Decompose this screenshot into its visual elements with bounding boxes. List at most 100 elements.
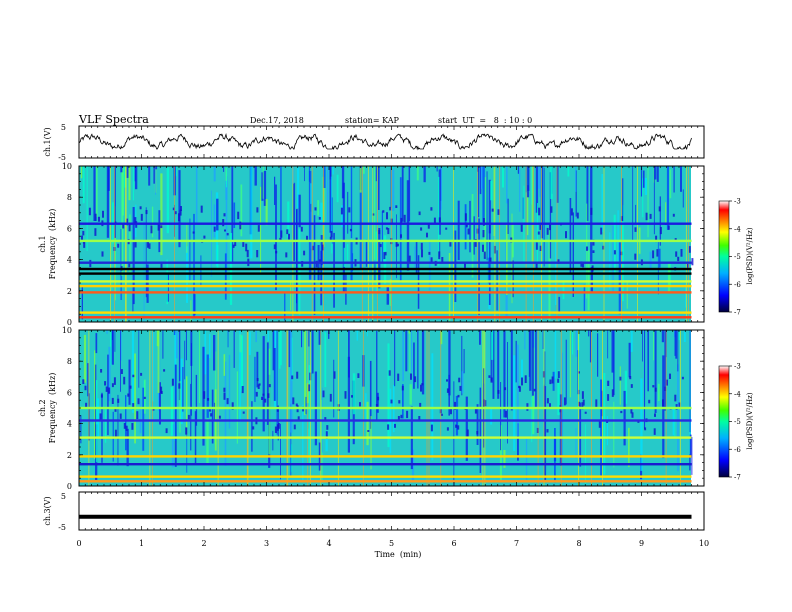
spectrogram-streak xyxy=(682,189,684,208)
y-tick-label: 4 xyxy=(67,256,72,265)
spectrogram-streak xyxy=(139,399,142,434)
spectrogram-speckle xyxy=(459,385,462,391)
spectrogram-speckle xyxy=(348,207,351,213)
spectrogram-streak xyxy=(413,342,415,389)
spectrogram-speckle xyxy=(100,394,103,398)
spectrogram-speckle xyxy=(658,206,661,212)
spectrogram-streak xyxy=(317,200,319,216)
y-tick-label: 8 xyxy=(67,193,72,202)
spectrogram-streak xyxy=(493,167,495,236)
spectrogram-band xyxy=(79,419,692,422)
spectrogram-speckle xyxy=(311,245,314,251)
spectrogram-streak xyxy=(81,287,83,320)
spectrogram-speckle xyxy=(104,381,107,386)
y-tick-label: 2 xyxy=(67,451,72,460)
spectrogram-speckle xyxy=(563,397,566,406)
spectrogram-streak xyxy=(455,395,459,436)
spectrogram-streak xyxy=(572,330,574,355)
ch2-colorbar: -3 -4 -5 -6 -7 log(PSD)(V²/Hz) xyxy=(718,363,754,482)
spectrogram-speckle xyxy=(414,376,417,383)
spectrogram-speckle xyxy=(595,399,598,408)
spectrogram-streak xyxy=(290,444,293,472)
spectrogram-streak xyxy=(618,242,621,315)
spectrogram-speckle xyxy=(179,209,182,216)
spectrogram-speckle xyxy=(257,384,260,389)
spectrogram-streak xyxy=(376,392,379,413)
spectrogram-speckle xyxy=(630,384,633,388)
spectrogram-speckle xyxy=(330,231,333,238)
spectrogram-streak xyxy=(478,218,480,315)
spectrogram-streak xyxy=(500,382,502,451)
spectrogram-streak xyxy=(621,205,624,302)
spectrogram-streak xyxy=(601,174,604,233)
spectrogram-band xyxy=(79,406,692,410)
spectrogram-streak xyxy=(440,166,442,210)
spectrogram-speckle xyxy=(483,399,485,407)
y-tick-label: 10 xyxy=(62,162,72,171)
spectrogram-speckle xyxy=(385,227,388,230)
spectrogram-speckle xyxy=(466,429,469,437)
spectrogram-speckle xyxy=(578,401,581,407)
spectrogram-streak xyxy=(223,166,225,172)
spectrogram-speckle xyxy=(649,213,652,219)
spectrogram-streak xyxy=(272,430,274,451)
spectrogram-streak xyxy=(392,166,394,170)
spectrogram-streak xyxy=(225,180,228,200)
y-tick-label: 4 xyxy=(67,420,72,429)
spectrogram-streak xyxy=(677,364,679,472)
spectrogram-streak xyxy=(95,333,98,354)
spectrogram-streak xyxy=(569,198,572,273)
spectrogram-speckle xyxy=(421,249,423,258)
spectrogram-speckle xyxy=(578,371,580,374)
spectrogram-streak xyxy=(665,202,667,225)
spectrogram-streak xyxy=(619,366,621,405)
spectrogram-speckle xyxy=(539,245,542,251)
spectrogram-speckle xyxy=(128,262,131,268)
spectrogram-band xyxy=(79,267,692,271)
spectrogram-speckle xyxy=(349,228,352,232)
spectrogram-streak xyxy=(575,428,577,459)
spectrogram-speckle xyxy=(394,423,396,428)
spectrogram-speckle xyxy=(550,206,553,213)
spectrogram-streak xyxy=(174,364,177,467)
spectrogram-speckle xyxy=(117,243,120,248)
spectrogram-speckle xyxy=(372,213,375,216)
spectrogram-speckle xyxy=(482,230,485,238)
spectrogram-speckle xyxy=(441,257,444,264)
spectrogram-streak xyxy=(333,232,335,308)
spectrogram-streak xyxy=(333,359,335,418)
spectrogram-streak xyxy=(132,207,135,305)
spectrogram-speckle xyxy=(430,207,433,211)
spectrogram-streak xyxy=(298,229,301,315)
spectrogram-streak xyxy=(126,166,129,178)
spectrogram-speckle xyxy=(303,250,306,256)
spectrogram-speckle xyxy=(397,373,400,381)
spectrogram-speckle xyxy=(256,250,259,258)
spectrogram-speckle xyxy=(134,241,137,248)
spectrogram-streak xyxy=(297,166,300,209)
spectrogram-streak xyxy=(630,330,633,352)
spectrogram-speckle xyxy=(375,404,378,409)
spectrogram-streak xyxy=(320,250,323,306)
spectrogram-streak xyxy=(304,330,307,415)
spectrogram-speckle xyxy=(662,399,664,407)
spectrogram-streak xyxy=(290,280,292,311)
spectrogram-speckle xyxy=(105,386,108,392)
spectrogram-speckle xyxy=(329,393,332,402)
spectrogram-streak xyxy=(408,330,411,334)
spectrogram-streak xyxy=(95,166,98,217)
spectrogram-streak xyxy=(320,235,323,266)
spectrogram-band xyxy=(79,291,692,294)
spectrogram-streak xyxy=(280,166,282,241)
spectrogram-streak xyxy=(87,363,89,397)
spectrogram-streak xyxy=(370,416,372,470)
spectrogram-streak xyxy=(484,177,487,257)
spectrogram-speckle xyxy=(426,232,428,238)
spectrogram-streak xyxy=(287,201,290,238)
spectrogram-speckle xyxy=(483,251,486,259)
spectrogram-band xyxy=(79,239,692,243)
spectrogram-speckle xyxy=(678,402,681,409)
ch1-colorbar-label: log(PSD)(V²/Hz) xyxy=(746,227,754,284)
ch2-spectrogram-ylabel-frequency: Frequency (kHz) xyxy=(48,373,57,444)
